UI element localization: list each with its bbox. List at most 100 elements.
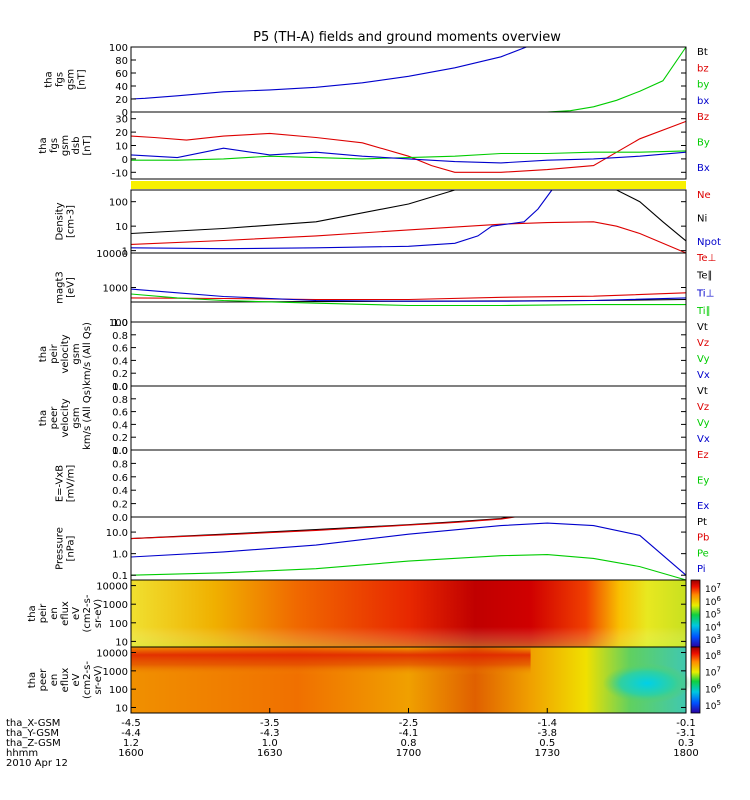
- y-axis-7: 0.1 1.0 10.0: [106, 528, 686, 582]
- legend-4: Vt Vz Vy Vx: [697, 322, 710, 381]
- y-axis-title: en: [49, 674, 60, 687]
- yellow-flag-bar: [131, 181, 686, 189]
- panel-4: Vt Vz Vy Vx 0.0 0.2 0.40.6 0.8 1.0 tha peir velocit…: [38, 318, 710, 393]
- legend-entry: bz: [697, 63, 709, 74]
- legend-entry: Pb: [697, 533, 709, 544]
- y-tick-label: 0: [122, 108, 128, 119]
- series-Npot: [130, 189, 553, 250]
- series-Pe: [130, 554, 687, 581]
- y-axis-title: km/s (All Qs): [82, 322, 93, 386]
- legend-entry: Vy: [697, 354, 710, 365]
- y-tick-label: -10: [112, 168, 128, 179]
- legend-1: Bz By Bx: [697, 112, 710, 174]
- series-By: [131, 150, 687, 161]
- y-axis-title: magt3: [55, 271, 66, 304]
- date-label: 2010 Apr 12: [6, 758, 68, 769]
- x-tick-label: -4.4: [121, 728, 141, 739]
- x-tick-label: 0.3: [678, 738, 694, 749]
- y-tick-label: 10: [115, 637, 128, 648]
- y-tick-label: 100: [109, 198, 128, 209]
- y-tick-label: 0: [122, 155, 128, 166]
- y-axis-title: en: [49, 607, 60, 620]
- y-axis-9: 10 100 1000 10000: [96, 649, 686, 714]
- y-axis-title: [nPa]: [66, 535, 77, 561]
- colorbar-label: 107: [705, 582, 721, 595]
- y-tick-label: 0.0: [112, 513, 128, 524]
- y-axis-title: tha: [27, 672, 38, 688]
- y-tick-label: 0.2: [112, 500, 128, 511]
- y-axis-title: Pressure: [55, 527, 66, 570]
- panel-3: Te⊥ Te∥ Ti⊥ Ti∥ 100 1000 10000 magt3 [eV]: [55, 249, 717, 329]
- panel-frame: [130, 111, 687, 180]
- y-tick-label: 0.6: [112, 408, 128, 419]
- panel-7: Pt Pb Pe Pi 0.1 1.0 10.0 Pressure [nPa]: [55, 516, 709, 582]
- spectrogram-shade: [131, 580, 686, 647]
- y-tick-label: 100: [109, 43, 128, 54]
- y-axis-title: (cm2-s-: [82, 661, 93, 699]
- y-axis-title: tha: [38, 137, 49, 153]
- y-axis-title: [nT]: [82, 135, 93, 155]
- colorbar-label: 104: [705, 620, 721, 633]
- series-Bx: [130, 147, 687, 164]
- y-tick-label: 0.2: [112, 433, 128, 444]
- legend-entry: Vy: [697, 418, 710, 429]
- panel-frame: [130, 252, 687, 323]
- x-tick-label: -1.4: [537, 718, 557, 729]
- y-tick-label: 100: [109, 619, 128, 630]
- legend-2: Ne Ni Npot: [697, 190, 721, 248]
- y-tick-label: 0.6: [112, 473, 128, 484]
- legend-entry: Ne: [697, 190, 711, 201]
- legend-entry: Vx: [697, 370, 710, 381]
- legend-3: Te⊥ Te∥ Ti⊥ Ti∥: [696, 253, 716, 317]
- legend-entry: by: [697, 80, 709, 91]
- x-tick-label: -3.8: [537, 728, 557, 739]
- figure-title: P5 (TH-A) fields and ground moments over…: [253, 30, 561, 45]
- legend-entry: Bx: [697, 163, 710, 174]
- legend-entry: Vt: [697, 386, 708, 397]
- legend-5: Vt Vz Vy Vx: [697, 386, 710, 445]
- x-tick-label: 1600: [118, 748, 143, 759]
- legend-entry: Vz: [697, 338, 709, 349]
- legend-entry: Npot: [697, 237, 721, 248]
- legend-entry: Vz: [697, 402, 709, 413]
- panel-frame: [130, 46, 687, 113]
- y-axis-title: fgs: [55, 72, 66, 87]
- legend-entry: Ti∥: [696, 306, 711, 317]
- y-axis-title: [eV]: [66, 277, 77, 298]
- y-tick-label: 0.6: [112, 344, 128, 355]
- x-tick-label: -4.1: [399, 728, 419, 739]
- legend-entry: By: [697, 138, 710, 149]
- y-axis-title: eV: [71, 673, 82, 686]
- y-tick-label: 0.0: [112, 382, 128, 393]
- x-axis-block: tha_X-GSM -4.5 -3.5 -2.5 -1.4 -0.1 tha_Y-GSM -4…: [6, 708, 699, 769]
- y-tick-label: 80: [115, 56, 128, 67]
- x-tick-label: 0.5: [539, 738, 555, 749]
- y-tick-label: 0.8: [112, 459, 128, 470]
- y-axis-title: E=-VxB: [55, 465, 66, 502]
- y-axis-title: tha: [44, 71, 55, 87]
- colorbar-label: 105: [705, 608, 721, 621]
- y-tick-label: 10000: [96, 582, 128, 593]
- y-tick-label: 10.0: [106, 528, 128, 539]
- legend-7: Pt Pb Pe Pi: [697, 517, 709, 575]
- series-Bz: [130, 120, 687, 173]
- y-axis-title: Density: [55, 202, 66, 240]
- spectrogram-band: [131, 647, 531, 687]
- x-row-label: tha_Y-GSM: [6, 728, 59, 739]
- series-bx: [130, 46, 527, 100]
- series-Pb: [130, 516, 515, 540]
- y-tick-label: 1000: [103, 284, 128, 295]
- spectrogram-blob: [602, 663, 692, 704]
- legend-entry: Pi: [697, 564, 706, 575]
- legend-entry: Ti⊥: [696, 288, 714, 299]
- y-tick-label: 1000: [103, 600, 128, 611]
- x-tick-label: 1800: [673, 748, 698, 759]
- y-tick-label: 30: [115, 115, 128, 126]
- y-tick-label: 10: [115, 142, 128, 153]
- y-axis-1: -10 0 10 20 30: [112, 115, 686, 179]
- y-axis-title: (cm2-s-: [82, 594, 93, 632]
- legend-entry: Pt: [697, 517, 707, 528]
- colorbar-label: 106: [705, 682, 721, 695]
- x-tick-label: -4.3: [260, 728, 280, 739]
- y-axis-title: velocity: [60, 398, 71, 437]
